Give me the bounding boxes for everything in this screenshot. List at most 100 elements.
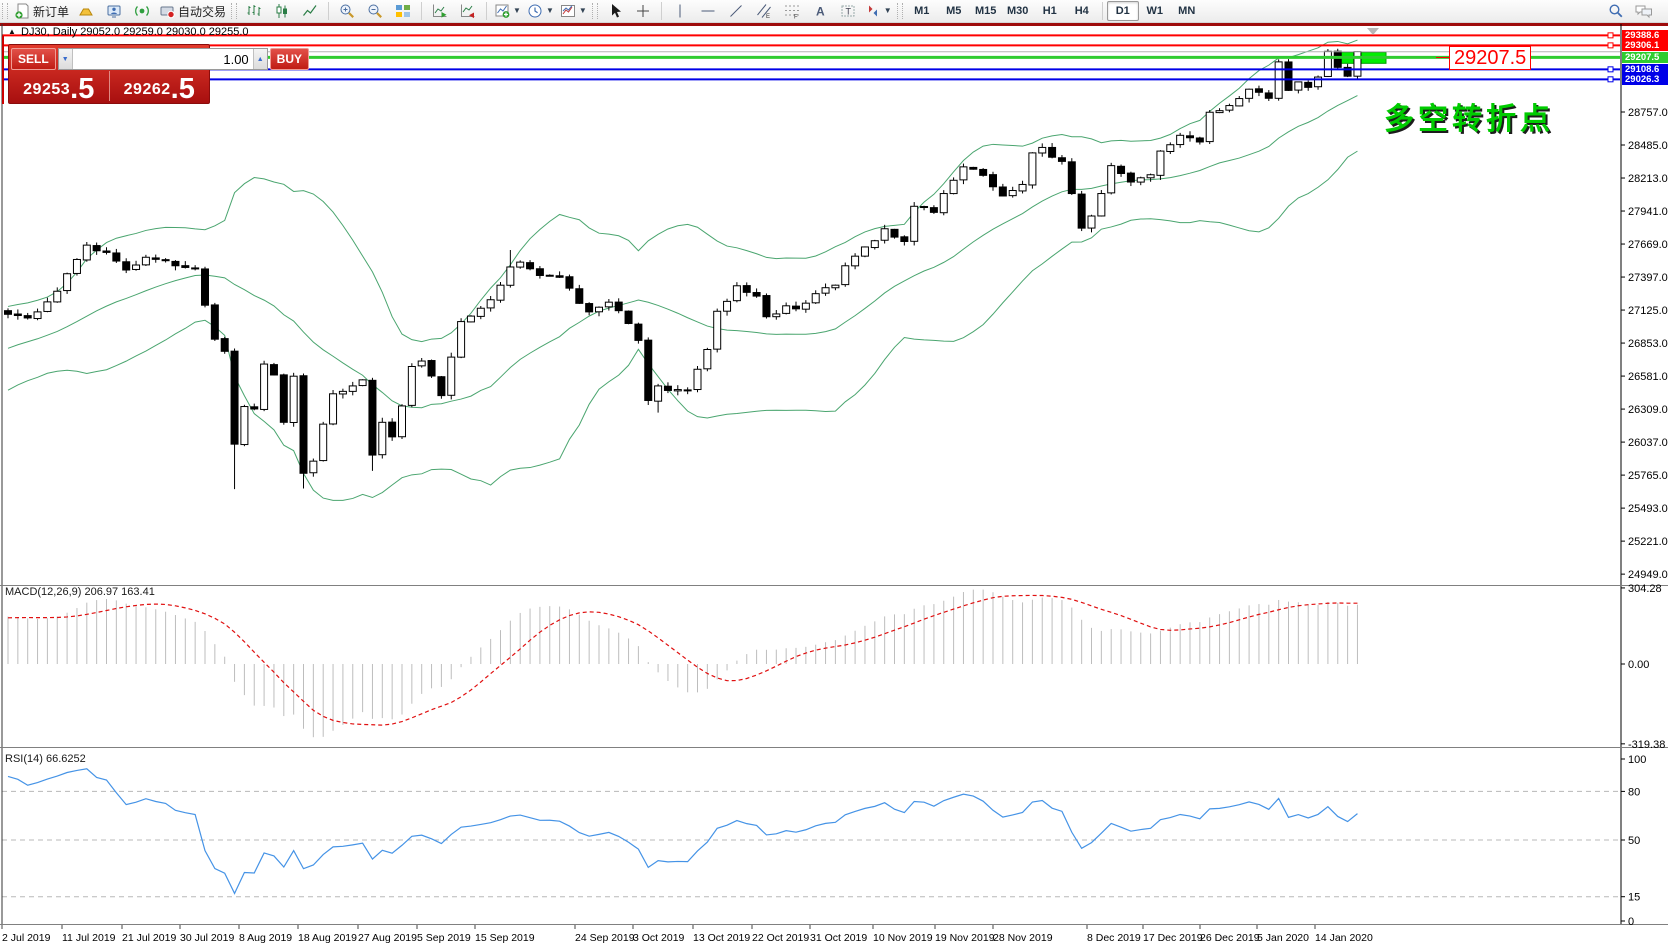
timeframe-button-M30[interactable]: M30 [1007,5,1029,17]
volume-increase-button[interactable]: ▲ [252,49,267,69]
market-watch-button[interactable] [72,0,100,22]
search-button[interactable] [1602,0,1630,22]
dropdown-caret-icon[interactable]: ▼ [513,6,521,15]
svg-text:100: 100 [1628,754,1646,766]
svg-text:24 Sep 2019: 24 Sep 2019 [575,932,635,944]
svg-text:17 Dec 2019: 17 Dec 2019 [1143,932,1203,944]
gold-icon [78,3,94,19]
trendline-tool-button[interactable] [722,0,750,22]
svg-text:27941.0: 27941.0 [1628,206,1668,218]
timeframe-button-M1[interactable]: M1 [914,5,930,17]
buy-button[interactable]: BUY [269,48,310,70]
monitor-person-icon [106,3,122,19]
svg-text:304.28: 304.28 [1628,583,1662,595]
toolbar-separator [486,2,488,20]
auto-scroll-icon [432,3,448,19]
svg-text:26037.0: 26037.0 [1628,437,1668,449]
tile-windows-button[interactable] [389,0,417,22]
svg-text:0: 0 [1628,916,1634,928]
tile-windows-icon [395,3,411,19]
svg-text:25221.0: 25221.0 [1628,536,1668,548]
trade-panel-top-row: SELL ▼ ▲ BUY [9,45,310,71]
volume-input[interactable] [72,49,253,69]
svg-text:19 Nov 2019: 19 Nov 2019 [935,932,995,944]
timeframe-button-M5[interactable]: M5 [946,5,962,17]
periods-button[interactable]: ▼ [524,0,557,22]
svg-text:28213.0: 28213.0 [1628,173,1668,185]
auto-scroll-button[interactable] [426,0,454,22]
svg-text:28 Nov 2019: 28 Nov 2019 [993,932,1053,944]
autotrade-button[interactable]: 自动交易 [156,0,229,22]
macd-indicator-label: MACD(12,26,9) 206.97 163.41 [5,586,155,598]
autotrade-label: 自动交易 [178,4,227,19]
dropdown-caret-icon[interactable]: ▼ [545,6,554,15]
svg-text:T: T [845,7,851,17]
svg-text:18 Aug 2019: 18 Aug 2019 [298,932,357,944]
channel-tool-button[interactable]: E [750,0,778,22]
timeframe-button-H1[interactable]: H1 [1042,5,1057,17]
templates-button[interactable]: ▼ [557,0,590,22]
svg-text:E: E [766,14,770,19]
toolbar-grip [231,3,238,19]
dropdown-caret-icon[interactable]: ▼ [578,6,587,15]
indicators-button[interactable]: ▼ [491,0,524,22]
svg-text:5 Sep 2019: 5 Sep 2019 [417,932,471,944]
timeframe-button-D1[interactable]: D1 [1106,1,1139,21]
trade-panel-collapse-icon[interactable]: ▲ [8,27,16,36]
cursor-tool-button[interactable] [601,0,629,22]
svg-text:13 Oct 2019: 13 Oct 2019 [693,932,750,944]
crosshair-tool-button[interactable] [629,0,657,22]
line-chart-button[interactable] [296,0,324,22]
clock-icon [527,3,543,19]
new-order-label: 新订单 [33,4,70,19]
horizontal-line-tool-button[interactable] [694,0,722,22]
timeframe-button-H4[interactable]: H4 [1074,5,1089,17]
arrows-tool-button[interactable]: ▼ [862,0,895,22]
fibonacci-tool-button[interactable]: F [778,0,806,22]
sell-price-fraction: .5 [70,73,95,105]
sell-price[interactable]: 29253.5 [9,71,109,105]
autotrade-icon [159,3,175,19]
svg-text:26853.0: 26853.0 [1628,338,1668,350]
label-tool-button[interactable]: T [834,0,862,22]
new-order-icon [14,3,30,19]
rsi-indicator-label: RSI(14) 66.6252 [5,753,86,765]
zoom-out-button[interactable] [361,0,389,22]
dropdown-caret-icon[interactable]: ▼ [883,6,892,15]
svg-text:15 Sep 2019: 15 Sep 2019 [475,932,535,944]
text-label-icon: T [840,3,856,19]
candlestick-chart-button[interactable] [268,0,296,22]
trendline-icon [728,3,744,19]
svg-text:26 Dec 2019: 26 Dec 2019 [1200,932,1260,944]
depth-of-market-button[interactable] [100,0,128,22]
svg-text:14 Jan 2020: 14 Jan 2020 [1315,932,1373,944]
chart-shift-button[interactable] [454,0,482,22]
vertical-line-tool-button[interactable] [666,0,694,22]
price-level-badge: 29207.5 [1622,51,1668,63]
text-tool-button[interactable]: A [806,0,834,22]
new-order-button[interactable]: 新订单 [11,0,72,22]
volume-decrease-button[interactable]: ▼ [58,49,73,69]
chat-button[interactable] [1630,0,1658,22]
buy-price[interactable]: 29262.5 [110,71,210,104]
one-click-trading-panel: SELL ▼ ▲ BUY 29253.5 29262.5 [8,44,310,105]
price-flag-label: 29207.5 [1449,46,1532,70]
toolbar-separator [1101,2,1103,20]
svg-text:80: 80 [1628,786,1640,798]
candlestick-icon [274,3,290,19]
svg-text:50: 50 [1628,835,1640,847]
sell-button[interactable]: SELL [11,48,56,70]
bar-chart-button[interactable] [240,0,268,22]
price-flag-connector [1436,57,1449,58]
zoom-in-button[interactable] [333,0,361,22]
svg-text:21 Jul 2019: 21 Jul 2019 [122,932,176,944]
timeframe-button-M15[interactable]: M15 [975,5,997,17]
price-level-badge: 29388.6 [1622,29,1668,41]
timeframe-button-MN[interactable]: MN [1178,5,1196,17]
svg-text:15: 15 [1628,892,1640,904]
svg-text:24949.0: 24949.0 [1628,569,1668,581]
timeframe-button-W1[interactable]: W1 [1146,5,1163,17]
svg-text:27 Aug 2019: 27 Aug 2019 [358,932,417,944]
signals-button[interactable] [128,0,156,22]
